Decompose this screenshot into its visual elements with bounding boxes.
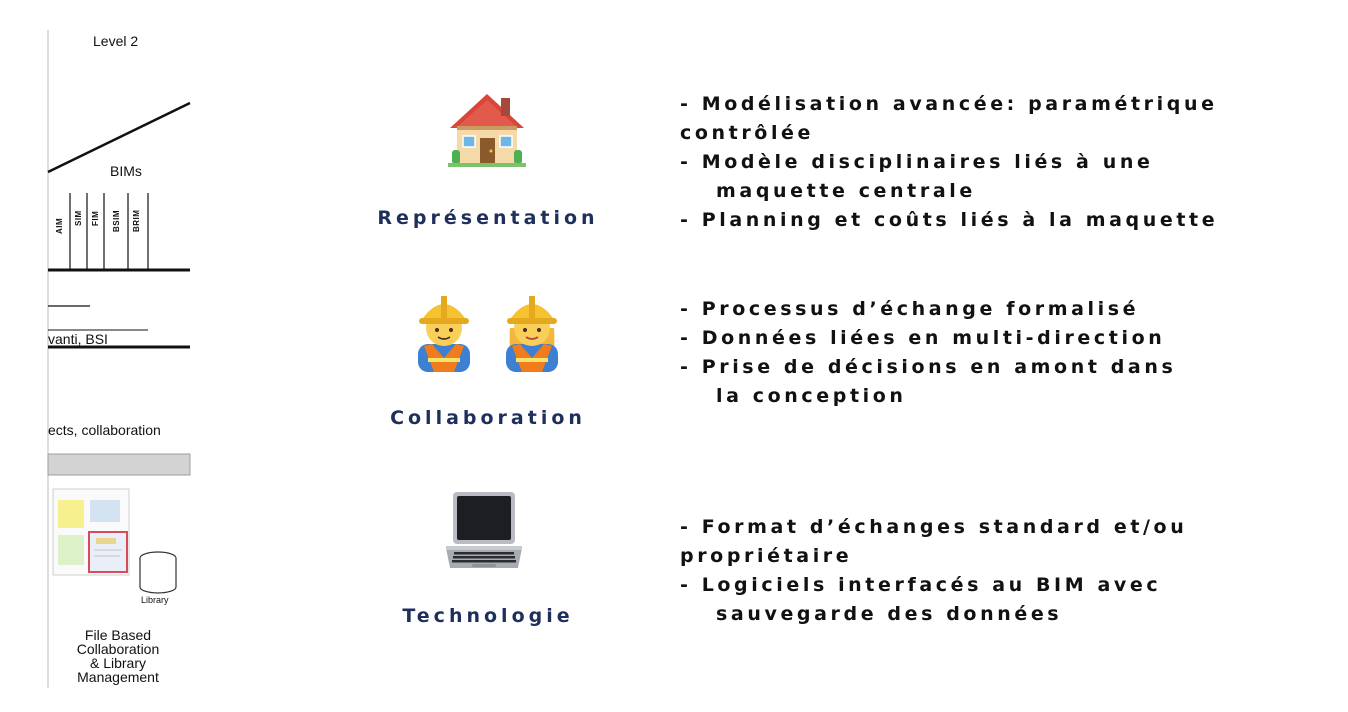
pillar-title-technologie: Technologie [402,605,574,627]
footer-line: File Based [84,627,152,643]
construction-worker-icon [500,288,564,377]
level-label: Level 2 [93,33,139,49]
bullet-line: - Processus d’échange formalisé [680,298,1140,320]
construction-worker-icon [412,288,476,377]
bullet-line: - Données liées en multi-direction [680,327,1166,349]
bullet-line: - Planning et coûts liés à la maquette [680,209,1219,231]
pillar-title-collaboration: Collaboration [390,407,586,429]
standards-label: vanti, BSI [48,331,108,347]
bullet-line: propriétaire [680,545,853,567]
diagram-footer: File Based Collaboration & Library Manag… [48,628,188,684]
bim-column-label: BSIM [112,210,121,232]
objects-collaboration-label: ects, collaboration [48,422,161,438]
bim-level-diagram: Level 2 BIMs AIM SIM FIM BSIM BRIM vanti… [0,0,195,712]
house-icon [446,88,528,175]
bullet-line: - Modèle disciplinaires liés à une [680,151,1154,173]
bullet-line: - Modélisation avancée: paramétrique [680,93,1218,115]
bullet-line: - Logiciels interfacés au BIM avec [680,574,1162,596]
bullet-list-collaboration: - Processus d’échange formalisé - Donnée… [680,295,1176,411]
footer-line: Collaboration [76,641,160,657]
pillar-title-representation: Représentation [377,207,599,229]
bullet-list-representation: - Modélisation avancée: paramétrique con… [680,90,1218,235]
bullet-line: - Prise de décisions en amont dans [680,356,1177,378]
library-label: Library [141,595,169,605]
bullet-line: la conception [716,385,907,407]
bims-label: BIMs [110,163,142,179]
bullet-line: maquette centrale [716,180,976,202]
bullet-list-technologie: - Format d’échanges standard et/ou propr… [680,513,1187,629]
bullet-line: contrôlée [680,122,815,144]
bullet-line: sauvegarde des données [716,603,1063,625]
bim-column-label: FIM [91,210,100,226]
bim-column-label: BRIM [132,209,141,232]
footer-line: & Library [89,655,147,671]
bullet-line: - Format d’échanges standard et/ou [680,516,1188,538]
bim-diagram-lines [47,30,191,688]
bim-column-label: AIM [55,217,64,234]
bim-column-label: SIM [74,210,83,226]
footer-line: Management [77,669,159,685]
laptop-icon [442,490,526,579]
